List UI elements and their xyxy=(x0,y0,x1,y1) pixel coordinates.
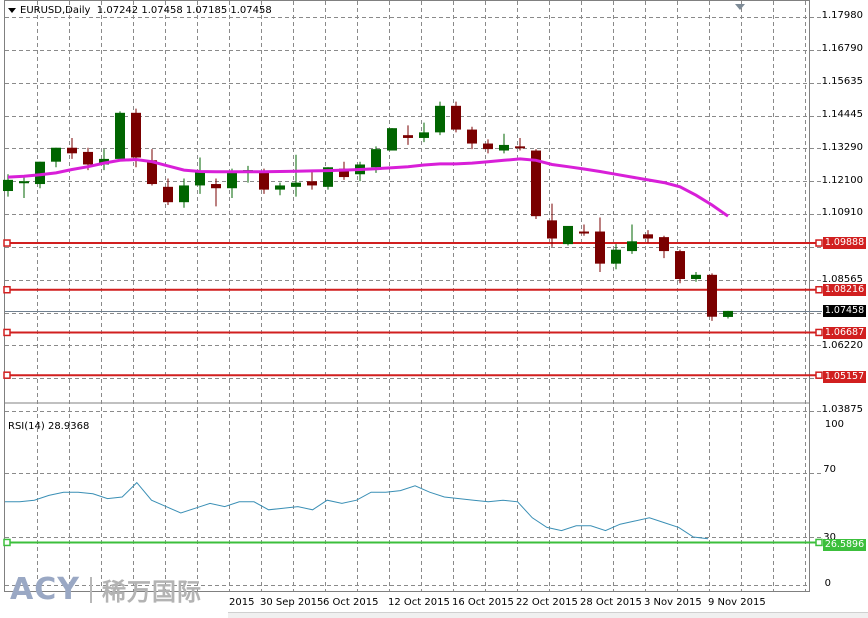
bull-candle xyxy=(387,128,397,151)
level-anchor-handle xyxy=(815,328,823,337)
bull-candle xyxy=(627,241,637,252)
level-anchor-handle xyxy=(815,285,823,294)
time-tick: 6 Oct 2015 xyxy=(323,597,379,608)
price-tick: 1.06220 xyxy=(821,340,863,351)
bull-candle xyxy=(419,132,429,138)
bear-candle xyxy=(531,150,541,217)
bear-candle xyxy=(547,220,557,239)
watermark: ACY 稀万国际 xyxy=(10,572,202,607)
level-anchor-handle xyxy=(3,239,11,247)
bull-candle xyxy=(563,225,573,245)
bear-candle xyxy=(163,186,173,203)
bull-candle xyxy=(115,112,125,159)
bear-candle xyxy=(147,160,157,185)
level-anchor-handle xyxy=(815,538,823,547)
ohlc-values: 1.07242 1.07458 1.07185 1.07458 xyxy=(96,5,272,16)
time-tick: 2015 xyxy=(229,597,255,608)
level-tag: 1.08216 xyxy=(823,284,866,296)
bear-candle xyxy=(131,112,141,158)
bear-candle xyxy=(579,231,589,234)
bull-candle xyxy=(275,185,285,190)
bull-candle xyxy=(323,167,333,187)
horizontal-scrollbar[interactable] xyxy=(228,612,868,618)
moving-average-line xyxy=(7,157,729,218)
level-anchor-handle xyxy=(3,371,11,379)
time-tick: 12 Oct 2015 xyxy=(388,597,450,608)
price-tick: 1.17980 xyxy=(821,10,863,21)
bear-candle xyxy=(83,151,93,165)
level-anchor-handle xyxy=(815,371,823,379)
price-tick: 1.14445 xyxy=(821,109,863,120)
time-tick: 30 Sep 2015 xyxy=(260,597,324,608)
level-tag: 1.09888 xyxy=(823,237,866,249)
level-tag: 1.05157 xyxy=(823,371,866,383)
collapse-triangle-icon[interactable] xyxy=(8,7,16,13)
current-price-tag: 1.07458 xyxy=(823,305,866,317)
price-tick: 1.10910 xyxy=(821,207,863,218)
price-tick: 1.03875 xyxy=(821,404,863,415)
bull-candle xyxy=(179,185,189,203)
bear-candle xyxy=(67,147,77,154)
bull-candle xyxy=(227,172,237,189)
bull-candle xyxy=(291,182,301,187)
bear-candle xyxy=(483,143,493,150)
bear-candle xyxy=(707,274,717,317)
bull-candle xyxy=(3,179,13,192)
watermark-divider xyxy=(89,576,92,603)
bear-candle xyxy=(659,237,669,252)
level-anchor-handle xyxy=(3,538,11,547)
level-anchor-handle xyxy=(3,328,11,337)
chart-title: EURUSD,Daily 1.07242 1.07458 1.07185 1.0… xyxy=(8,5,272,16)
rsi-level-tag: 26.5896 xyxy=(823,539,866,551)
price-tick: 1.13290 xyxy=(821,142,863,153)
bear-candle xyxy=(595,231,605,264)
time-tick: 22 Oct 2015 xyxy=(516,597,578,608)
bull-candle xyxy=(19,181,29,184)
shift-marker-icon[interactable] xyxy=(735,4,745,10)
rsi-tick: 30 xyxy=(823,532,836,543)
bull-candle xyxy=(691,274,701,280)
bull-candle xyxy=(611,249,621,264)
rsi-tick: 0 xyxy=(824,578,831,589)
bear-candle xyxy=(403,135,413,138)
bull-candle xyxy=(435,105,445,133)
time-tick: 16 Oct 2015 xyxy=(452,597,514,608)
bear-candle xyxy=(211,184,221,189)
level-tag: 1.06687 xyxy=(823,327,866,339)
bear-candle xyxy=(339,168,349,178)
rsi-line xyxy=(5,481,709,540)
bull-candle xyxy=(35,161,45,185)
bear-candle xyxy=(515,146,525,149)
price-tick: 1.16790 xyxy=(821,43,863,54)
price-tick: 1.12100 xyxy=(821,175,863,186)
rsi-label: RSI(14) 28.9368 xyxy=(8,421,90,432)
watermark-cn: 稀万国际 xyxy=(101,578,202,606)
bear-candle xyxy=(259,171,269,190)
bull-candle xyxy=(371,149,381,168)
chart-frame xyxy=(4,0,810,592)
price-tick: 1.08565 xyxy=(821,274,863,285)
bear-candle xyxy=(467,129,477,144)
bull-candle xyxy=(499,144,509,151)
rsi-tick: 100 xyxy=(824,419,844,430)
bear-candle xyxy=(675,251,685,280)
time-tick: 28 Oct 2015 xyxy=(580,597,642,608)
bull-candle xyxy=(723,310,733,317)
bear-candle xyxy=(643,234,653,239)
bull-candle xyxy=(195,171,205,186)
price-tick: 1.15635 xyxy=(821,76,863,87)
rsi-tick: 70 xyxy=(823,464,836,475)
level-anchor-handle xyxy=(3,285,11,294)
level-anchor-handle xyxy=(815,239,823,247)
time-tick: 3 Nov 2015 xyxy=(644,597,702,608)
watermark-brand: ACY xyxy=(10,572,80,607)
symbol-title: EURUSD,Daily xyxy=(20,5,91,16)
bear-candle xyxy=(451,105,461,130)
bull-candle xyxy=(51,147,61,162)
bear-candle xyxy=(307,181,317,186)
time-tick: 9 Nov 2015 xyxy=(708,597,766,608)
